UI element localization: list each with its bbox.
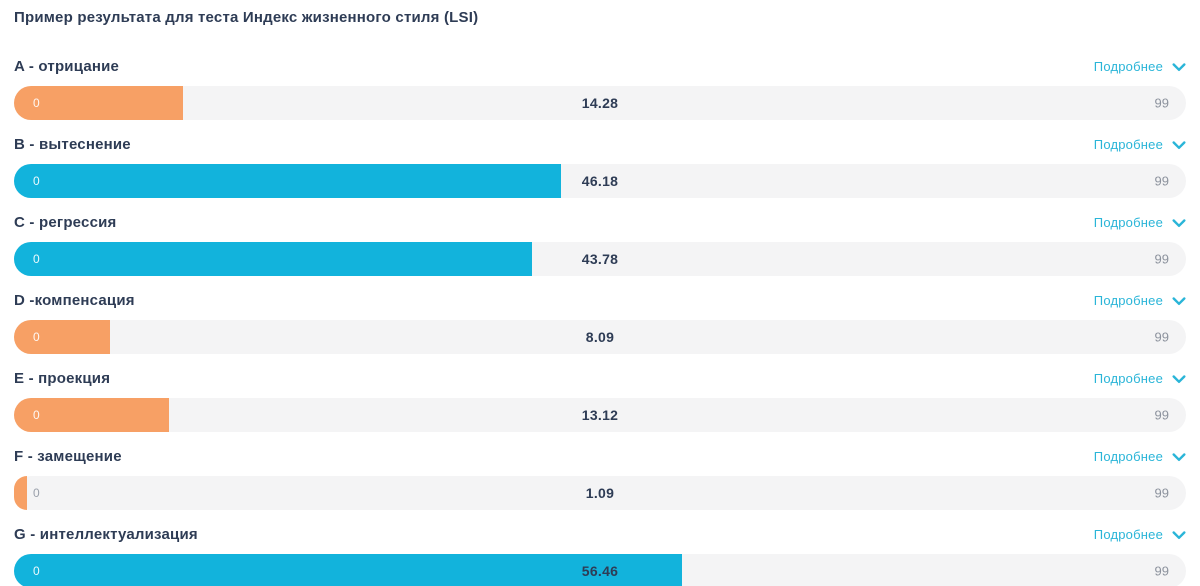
score-value: 14.28 <box>581 95 619 111</box>
bar-fill: 0 <box>14 242 533 276</box>
scale-min-label-on-fill: 0 <box>33 330 40 344</box>
section-head: A - отрицание Подробнее <box>14 57 1186 75</box>
scale-max-label: 99 <box>1154 173 1169 189</box>
defense-section: D -компенсация Подробнее 0 0 8.09 99 <box>14 291 1186 354</box>
defense-section: A - отрицание Подробнее 0 0 14.28 99 <box>14 57 1186 120</box>
scale-max-label: 99 <box>1154 485 1169 501</box>
chevron-down-icon[interactable] <box>1172 217 1186 228</box>
details-link-label: Подробнее <box>1093 136 1163 152</box>
defense-label: F - замещение <box>14 447 122 465</box>
page-title: Пример результата для теста Индекс жизне… <box>14 9 479 26</box>
section-head: E - проекция Подробнее <box>14 369 1186 387</box>
defense-label: G - интеллектуализация <box>14 525 198 543</box>
chevron-down-icon[interactable] <box>1172 451 1186 462</box>
scale-max-label: 99 <box>1154 407 1169 423</box>
scale-min-label-on-fill: 0 <box>33 252 40 266</box>
bar-fill: 0 <box>14 86 184 120</box>
section-head: C - регрессия Подробнее <box>14 213 1186 231</box>
details-link[interactable]: Подробнее <box>1094 293 1186 308</box>
defense-section: E - проекция Подробнее 0 0 13.12 99 <box>14 369 1186 432</box>
results-list: A - отрицание Подробнее 0 0 14.28 99 B -… <box>14 57 1186 586</box>
scale-min-label-on-fill: 0 <box>33 174 40 188</box>
score-bar-track: 0 0 43.78 99 <box>14 242 1186 276</box>
score-value: 46.18 <box>581 173 619 189</box>
defense-label: B - вытеснение <box>14 135 131 153</box>
scale-min-label-on-fill: 0 <box>33 408 40 422</box>
chevron-down-icon[interactable] <box>1172 295 1186 306</box>
details-link[interactable]: Подробнее <box>1094 215 1186 230</box>
section-head: B - вытеснение Подробнее <box>14 135 1186 153</box>
details-link[interactable]: Подробнее <box>1094 449 1186 464</box>
score-bar-track: 0 0 46.18 99 <box>14 164 1186 198</box>
details-link-label: Подробнее <box>1093 370 1163 386</box>
defense-section: C - регрессия Подробнее 0 0 43.78 99 <box>14 213 1186 276</box>
score-value: 8.09 <box>585 329 615 345</box>
chevron-down-icon[interactable] <box>1172 61 1186 72</box>
bar-fill: 0 <box>14 398 170 432</box>
scale-min-label-on-fill: 0 <box>33 564 40 578</box>
defense-label: D -компенсация <box>14 291 135 309</box>
details-link[interactable]: Подробнее <box>1094 137 1186 152</box>
score-value: 43.78 <box>581 251 619 267</box>
scale-min-label: 0 <box>33 486 40 500</box>
defense-label: A - отрицание <box>14 57 120 75</box>
score-bar-track: 0 0 56.46 99 <box>14 554 1186 586</box>
score-bar-track: 0 0 8.09 99 <box>14 320 1186 354</box>
details-link[interactable]: Подробнее <box>1094 371 1186 386</box>
score-value: 13.12 <box>581 407 619 423</box>
score-value: 56.46 <box>581 563 619 579</box>
details-link-label: Подробнее <box>1093 58 1163 74</box>
defense-label: C - регрессия <box>14 213 117 231</box>
defense-section: G - интеллектуализация Подробнее 0 0 56.… <box>14 525 1186 586</box>
chevron-down-icon[interactable] <box>1172 529 1186 540</box>
details-link[interactable]: Подробнее <box>1094 59 1186 74</box>
defense-section: F - замещение Подробнее 0 0 1.09 99 <box>14 447 1186 510</box>
scale-max-label: 99 <box>1154 329 1169 345</box>
scale-max-label: 99 <box>1154 563 1169 579</box>
defense-label: E - проекция <box>14 369 111 387</box>
chevron-down-icon[interactable] <box>1172 139 1186 150</box>
score-bar-track: 0 0 1.09 99 <box>14 476 1186 510</box>
chevron-down-icon[interactable] <box>1172 373 1186 384</box>
defense-section: B - вытеснение Подробнее 0 0 46.18 99 <box>14 135 1186 198</box>
bar-fill: 0 <box>14 320 110 354</box>
details-link[interactable]: Подробнее <box>1094 527 1186 542</box>
bar-fill: 0 <box>14 164 561 198</box>
scale-max-label: 99 <box>1154 95 1169 111</box>
details-link-label: Подробнее <box>1093 448 1163 464</box>
section-head: G - интеллектуализация Подробнее <box>14 525 1186 543</box>
section-head: F - замещение Подробнее <box>14 447 1186 465</box>
details-link-label: Подробнее <box>1093 214 1163 230</box>
section-head: D -компенсация Подробнее <box>14 291 1186 309</box>
bar-fill: 0 <box>14 554 683 586</box>
scale-max-label: 99 <box>1154 251 1169 267</box>
score-value: 1.09 <box>585 485 615 501</box>
score-bar-track: 0 0 14.28 99 <box>14 86 1186 120</box>
scale-min-label-on-fill: 0 <box>33 96 40 110</box>
details-link-label: Подробнее <box>1093 526 1163 542</box>
details-link-label: Подробнее <box>1093 292 1163 308</box>
score-bar-track: 0 0 13.12 99 <box>14 398 1186 432</box>
bar-fill: 0 <box>14 476 27 510</box>
